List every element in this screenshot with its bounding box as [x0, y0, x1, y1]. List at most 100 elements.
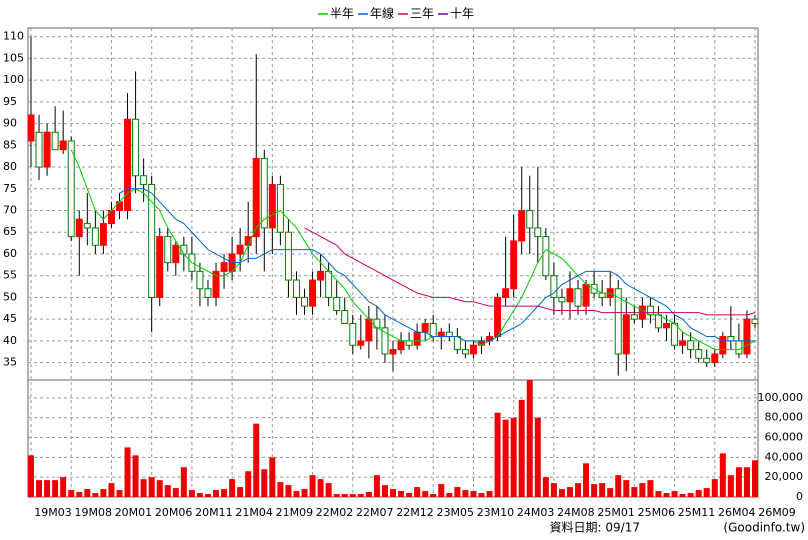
ma-line: [304, 227, 756, 316]
candle-body: [582, 283, 590, 307]
volume-bar: [156, 480, 163, 497]
volume-bar: [36, 480, 43, 497]
volume-bar: [663, 493, 670, 497]
candle-body: [124, 118, 132, 212]
candle-body: [252, 157, 260, 238]
y-tick-label: 35: [3, 356, 17, 369]
volume-bar: [478, 493, 485, 497]
candle-body: [156, 236, 164, 298]
volume-bar: [204, 494, 211, 497]
volume-bar: [398, 491, 405, 497]
candle-body: [317, 270, 325, 281]
volume-bar: [44, 480, 51, 497]
candle-body: [494, 296, 502, 338]
candle-body: [389, 349, 397, 355]
candle-body: [469, 344, 477, 355]
candle-body: [349, 323, 357, 346]
volume-bar: [623, 480, 630, 497]
y-tick-label: 100: [3, 73, 24, 86]
y-tick-label: 110: [3, 30, 24, 43]
x-tick-label: 24M03: [517, 506, 555, 519]
candle-body: [373, 318, 381, 329]
candle-body: [534, 227, 542, 238]
candle-body: [132, 118, 140, 177]
y2-tick-label: 60,000: [765, 431, 804, 444]
candle-body: [59, 140, 67, 151]
candle-body: [212, 270, 220, 298]
volume-bar: [743, 467, 750, 497]
candle-body: [743, 318, 751, 355]
volume-bar: [752, 460, 758, 497]
y-tick-label: 70: [3, 204, 17, 217]
volume-bar: [671, 491, 678, 497]
volume-bar: [237, 487, 244, 497]
y-tick-label: 45: [3, 312, 17, 325]
volume-bar: [727, 475, 734, 497]
legend-label: 年線: [370, 6, 394, 21]
y-tick-label: 105: [3, 51, 24, 64]
candle-body: [91, 227, 99, 246]
volume-bar: [124, 447, 131, 497]
candle-body: [751, 318, 759, 325]
candle-body: [292, 279, 300, 298]
candle-body: [622, 314, 630, 355]
y2-tick-label: 0: [796, 490, 803, 503]
candle-body: [405, 340, 413, 346]
candle-body: [574, 288, 582, 307]
volume-bar: [365, 492, 372, 497]
y2-tick-label: 100,000: [758, 391, 804, 404]
x-tick-label: 25M01: [597, 506, 635, 519]
candle-body: [598, 292, 606, 298]
volume-bar: [406, 493, 413, 497]
volume-bar: [28, 455, 34, 497]
candle-body: [268, 183, 276, 229]
candle-body: [727, 336, 735, 342]
volume-bar: [60, 477, 67, 497]
volume-bar: [68, 490, 75, 497]
volume-bar: [180, 467, 187, 497]
candle-body: [164, 236, 172, 264]
x-tick-label: 21M09: [276, 506, 314, 519]
x-tick-label: 20M11: [195, 506, 233, 519]
candle-body: [703, 357, 711, 364]
volume-bar: [542, 477, 549, 497]
y-tick-label: 80: [3, 160, 17, 173]
candle-body: [83, 223, 91, 229]
volume-bar: [575, 483, 582, 497]
candle-body: [510, 240, 518, 290]
volume-bar: [679, 494, 686, 497]
volume-bar: [76, 492, 83, 497]
candle-body: [630, 314, 638, 320]
x-tick-label: 26M09: [758, 506, 796, 519]
candle-body: [711, 353, 719, 364]
candle-body: [429, 323, 437, 338]
y-tick-label: 75: [3, 182, 17, 195]
y-tick-label: 50: [3, 290, 17, 303]
ma-line: [119, 188, 755, 342]
volume-bar: [172, 488, 179, 497]
y-tick-label: 60: [3, 247, 17, 260]
candle-body: [35, 131, 43, 168]
candle-body: [566, 288, 574, 303]
volume-bar: [390, 489, 396, 497]
y2-tick-label: 20,000: [765, 470, 804, 483]
x-tick-label: 19M08: [74, 506, 112, 519]
candle-body: [27, 114, 35, 142]
x-tick-label: 19M03: [34, 506, 72, 519]
ma-line: [70, 149, 756, 351]
candle-body: [397, 340, 405, 351]
candle-body: [172, 244, 180, 264]
candle-body: [276, 183, 284, 233]
y2-tick-label: 40,000: [765, 450, 804, 463]
volume-bar: [655, 491, 662, 497]
candle-body: [719, 336, 727, 355]
candle-body: [413, 331, 421, 346]
legend-label: 三年: [410, 7, 434, 21]
legend-label: 半年: [330, 7, 354, 21]
candle-body: [421, 323, 429, 333]
x-tick-label: 23M05: [436, 506, 474, 519]
volume-bar: [695, 490, 702, 497]
candle-body: [558, 296, 566, 303]
source: (Goodinfo.tw): [723, 521, 805, 535]
legend-label: 十年: [450, 7, 474, 21]
